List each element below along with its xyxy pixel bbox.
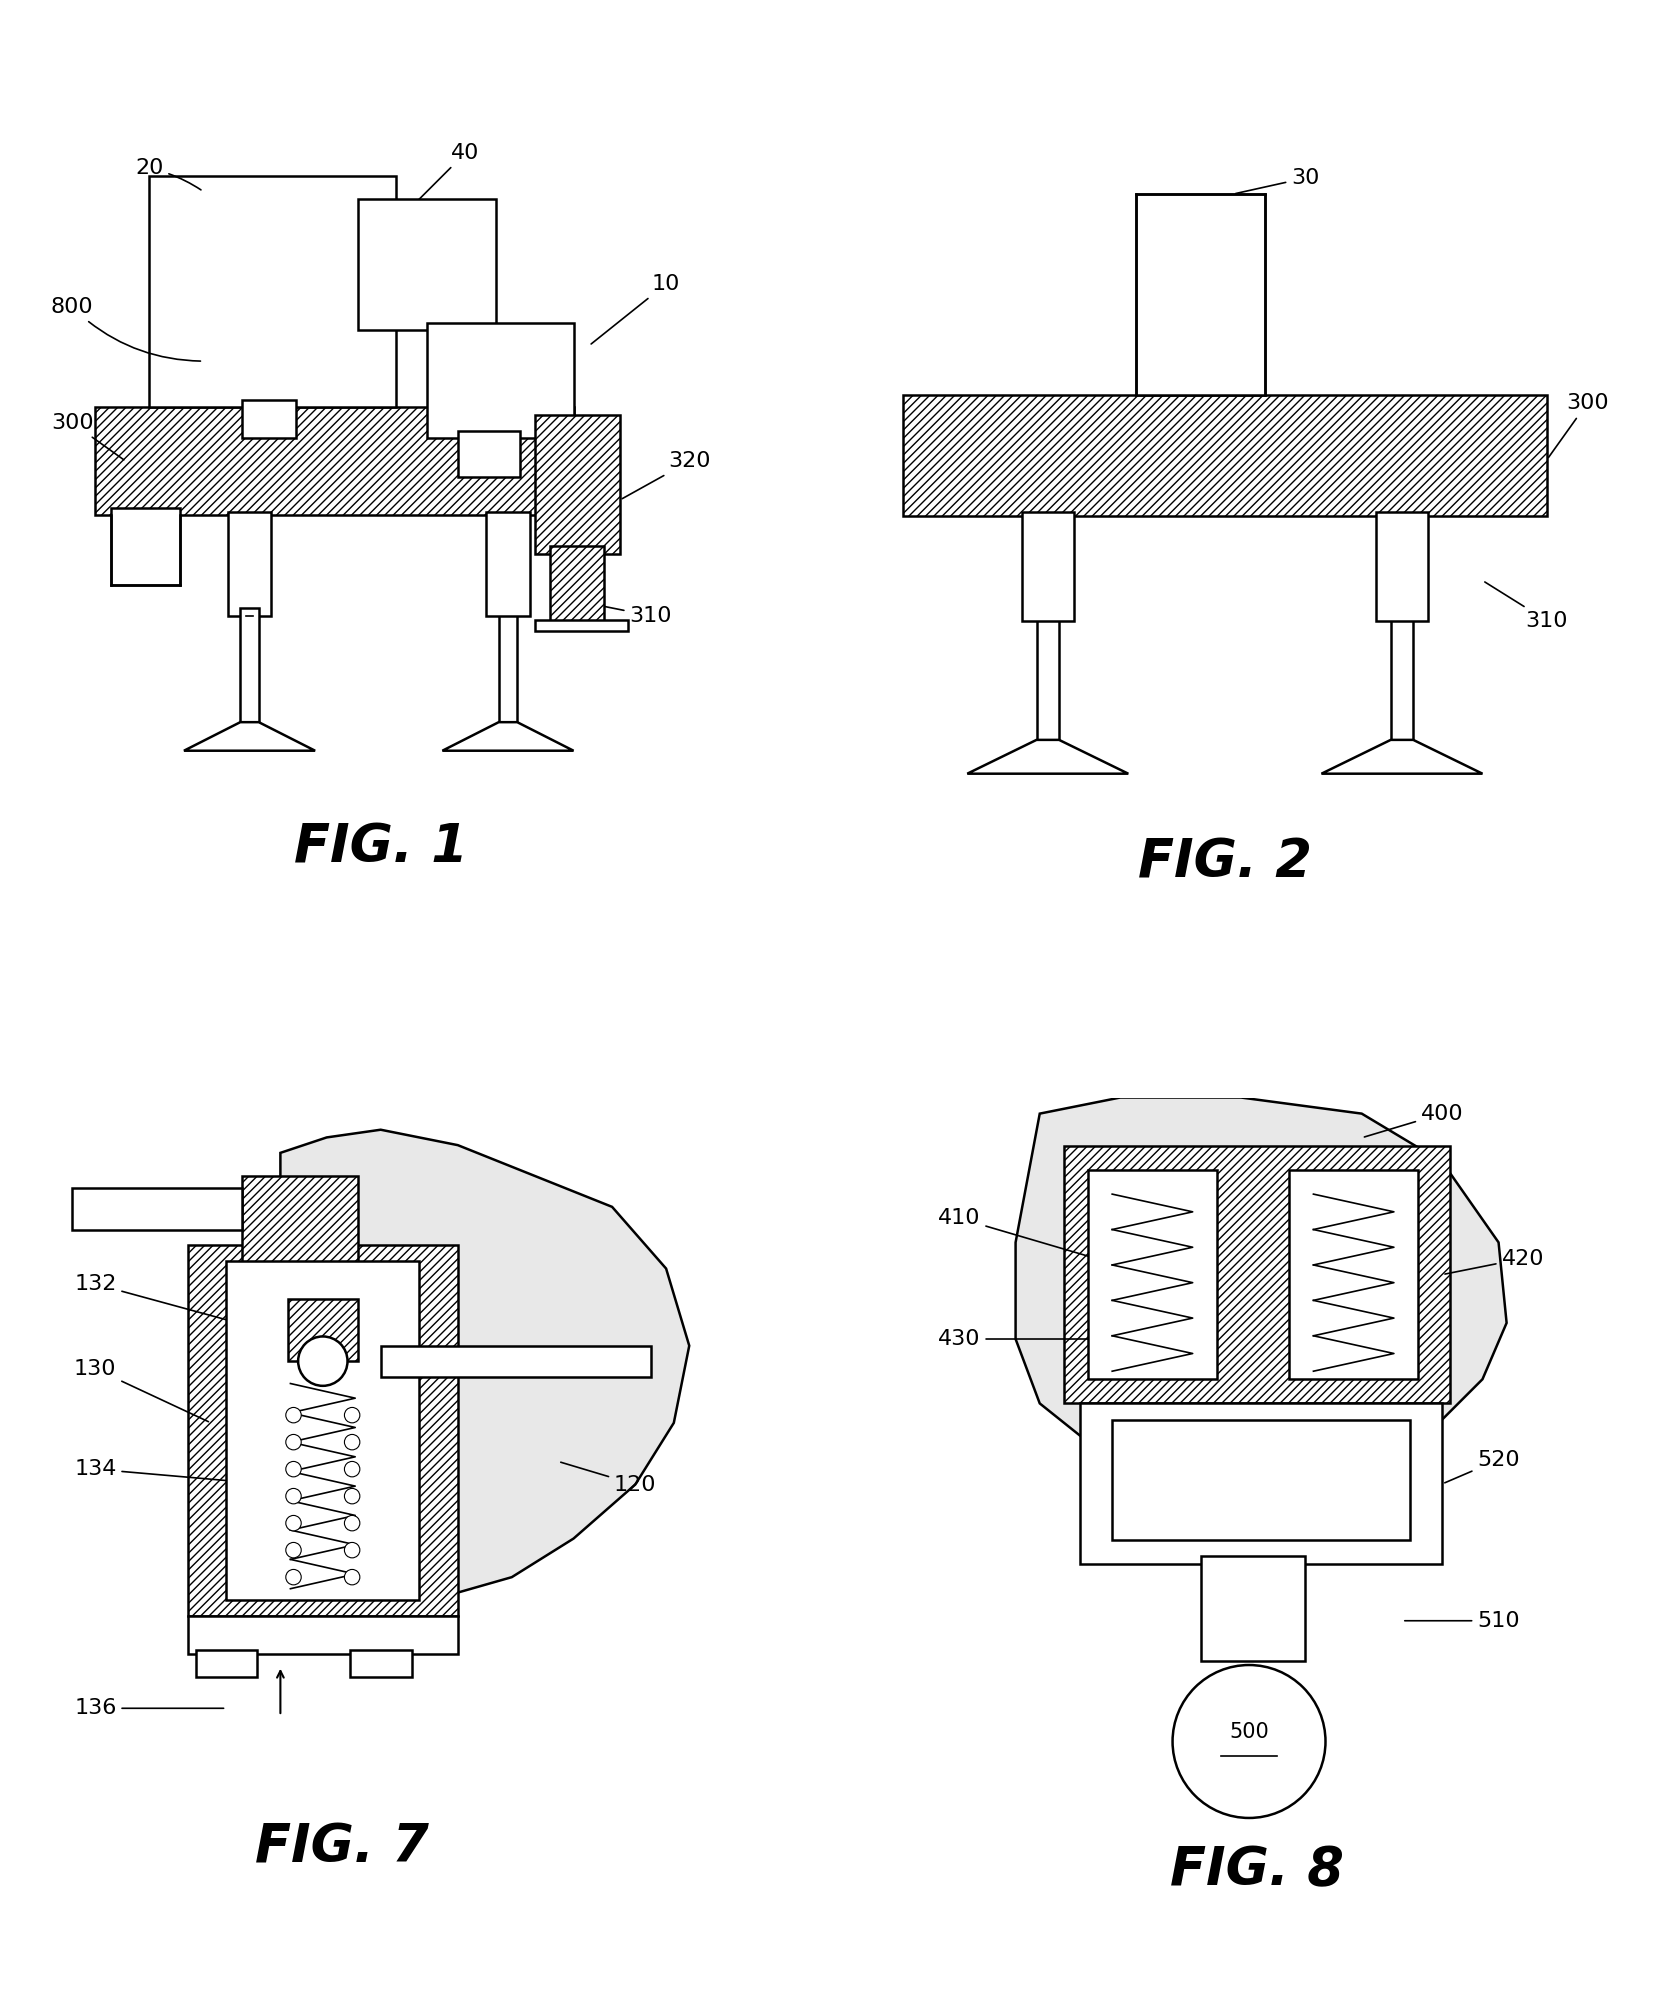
Bar [96,408,574,516]
Text: FIG. 8: FIG. 8 [1171,1844,1343,1896]
Text: 300: 300 [1548,394,1608,458]
Bar [188,1246,458,1616]
Bar [111,508,179,584]
Bar [1112,1420,1410,1540]
Circle shape [344,1516,361,1530]
Text: 138: 138 [74,1190,223,1222]
Bar [1390,612,1414,742]
Bar [550,546,604,624]
Circle shape [285,1488,302,1504]
Circle shape [285,1516,302,1530]
Polygon shape [280,1130,689,1592]
Bar [1021,512,1073,620]
Bar [357,200,496,330]
Bar [196,1650,257,1678]
Text: 120: 120 [560,1462,656,1494]
Bar [1290,1170,1419,1380]
Circle shape [285,1434,302,1450]
Bar [1063,1146,1451,1404]
Text: 800: 800 [50,298,201,362]
Bar [350,1650,411,1678]
Text: 520: 520 [1446,1450,1519,1482]
Text: 132: 132 [74,1274,262,1330]
Bar [1137,194,1264,396]
Bar [458,430,520,476]
Text: 40: 40 [414,142,480,204]
Bar [381,1346,651,1376]
Text: 136: 136 [74,1698,223,1718]
Circle shape [285,1570,302,1584]
Bar [228,512,272,616]
Bar [1377,512,1427,620]
Circle shape [285,1542,302,1558]
Bar [240,608,258,724]
Text: 130: 130 [74,1358,208,1422]
Circle shape [1172,1666,1325,1818]
Bar [149,176,396,408]
Polygon shape [968,740,1129,774]
Bar [1036,612,1060,742]
Bar [226,1260,419,1600]
Polygon shape [1016,1098,1506,1436]
Bar [486,512,530,616]
Bar [535,620,627,632]
Bar [1080,1404,1442,1564]
Bar [72,1188,241,1230]
Polygon shape [1321,740,1482,774]
Bar [498,608,517,724]
Text: 310: 310 [1484,582,1568,630]
Circle shape [285,1408,302,1422]
Polygon shape [443,722,574,750]
Circle shape [285,1462,302,1476]
Text: 134: 134 [74,1460,270,1484]
Bar [902,396,1546,516]
Circle shape [344,1488,361,1504]
Bar [428,322,574,438]
Text: 20: 20 [136,158,201,190]
Bar [535,416,620,554]
Text: 320: 320 [622,452,711,498]
Text: FIG. 7: FIG. 7 [255,1822,429,1874]
Circle shape [344,1434,361,1450]
Bar [241,1176,357,1308]
Bar [1088,1170,1218,1380]
Text: 510: 510 [1405,1610,1519,1630]
Text: 10: 10 [590,274,681,344]
Bar [188,1616,458,1654]
Text: FIG. 2: FIG. 2 [1139,836,1311,888]
Text: 400: 400 [1365,1104,1464,1136]
Text: FIG. 1: FIG. 1 [293,822,468,874]
Bar [288,1300,357,1362]
Polygon shape [184,722,315,750]
Circle shape [299,1336,347,1386]
Bar [1201,1556,1305,1660]
Text: 410: 410 [937,1208,1093,1258]
Text: 300: 300 [50,412,124,460]
Circle shape [344,1462,361,1476]
Text: 500: 500 [1229,1722,1269,1742]
Bar [241,400,295,438]
Text: 310: 310 [577,600,672,626]
Text: 430: 430 [937,1330,1093,1350]
Text: 420: 420 [1446,1248,1545,1274]
Circle shape [344,1570,361,1584]
Circle shape [344,1542,361,1558]
Text: 30: 30 [1236,168,1320,194]
Circle shape [344,1408,361,1422]
